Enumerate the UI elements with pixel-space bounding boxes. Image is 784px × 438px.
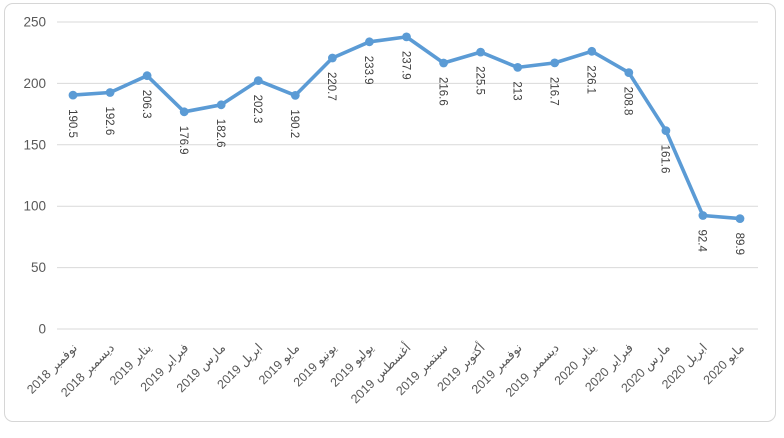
- y-tick-label: 100: [23, 199, 46, 214]
- data-point-marker: [439, 58, 448, 68]
- data-point-marker: [253, 76, 263, 85]
- data-point-marker: [402, 32, 411, 42]
- data-point-marker: [735, 214, 745, 224]
- data-label: 92.4: [696, 230, 708, 253]
- data-label: 89.9: [733, 233, 745, 255]
- y-axis-labels: 0 50 100 150 200 250: [23, 15, 46, 337]
- data-label: 226.1: [585, 65, 597, 94]
- data-label: 182.6: [214, 119, 226, 148]
- y-tick-label: 50: [31, 260, 46, 275]
- data-point-marker: [290, 91, 300, 100]
- data-point-marker: [513, 63, 523, 72]
- data-label: 206.3: [140, 90, 152, 119]
- data-label: 237.9: [399, 51, 411, 80]
- data-point-marker: [661, 126, 671, 135]
- data-label: 190.2: [288, 109, 300, 138]
- data-point-marker: [587, 46, 597, 56]
- data-label: 190.5: [66, 109, 78, 138]
- data-label: 208.8: [622, 87, 634, 116]
- data-label: 161.6: [659, 145, 671, 174]
- data-point-marker: [476, 47, 485, 57]
- data-label: 202.3: [251, 95, 263, 124]
- data-label: 192.6: [103, 107, 115, 136]
- y-tick-label: 150: [23, 137, 46, 152]
- data-point-marker: [68, 90, 78, 100]
- data-labels: 190.5 192.6 206.3 176.9 182.6 202.3 190.2 220.7…: [66, 51, 745, 255]
- series-line-group: [68, 32, 745, 224]
- data-label: 216.7: [548, 77, 560, 106]
- data-label: 213: [511, 81, 523, 100]
- gridlines: [57, 21, 758, 330]
- data-point-marker: [365, 37, 374, 47]
- data-point-marker: [698, 211, 708, 220]
- data-point-marker: [142, 71, 152, 81]
- data-label: 216.6: [436, 77, 448, 106]
- data-point-marker: [550, 58, 560, 68]
- data-point-marker: [328, 53, 337, 63]
- y-tick-label: 200: [23, 76, 46, 91]
- y-tick-label: 250: [23, 15, 46, 30]
- y-tick-label: 0: [38, 322, 46, 337]
- data-label: 225.5: [473, 66, 485, 95]
- x-tick-label: مايو 2020: [701, 341, 748, 388]
- data-point-marker: [105, 88, 115, 97]
- data-point-marker: [179, 107, 189, 117]
- data-label: 233.9: [362, 56, 374, 85]
- data-label: 220.7: [325, 72, 337, 101]
- data-point-marker: [216, 100, 226, 110]
- data-point-marker: [624, 68, 634, 77]
- data-label: 176.9: [177, 126, 189, 155]
